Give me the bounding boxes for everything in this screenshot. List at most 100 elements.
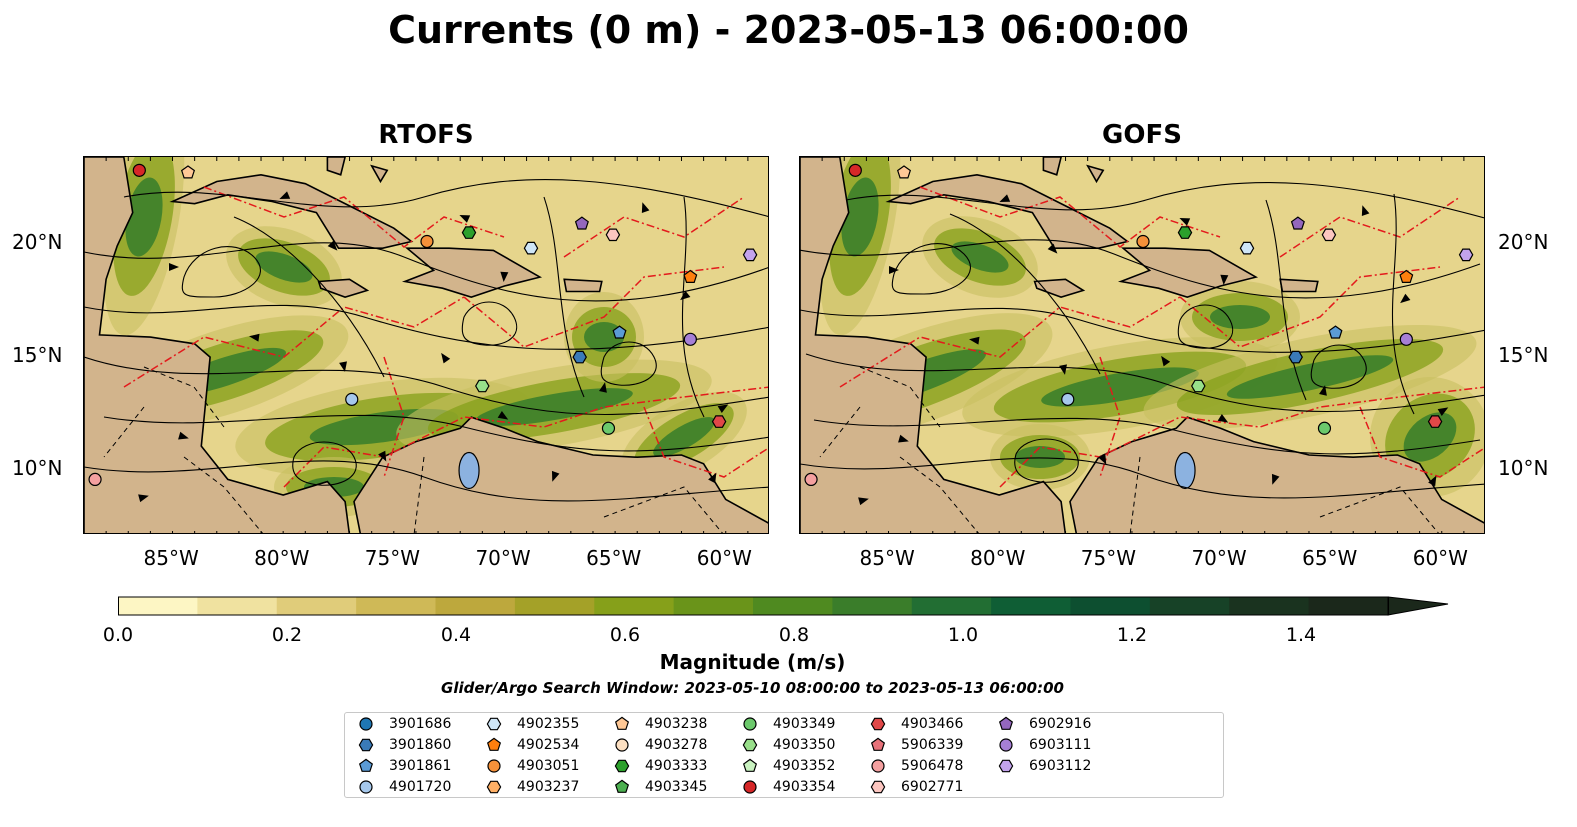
lon-tick-gofs: 80°W xyxy=(970,546,1026,570)
float-marker-5906478 xyxy=(88,472,102,487)
legend-marker-4903238 xyxy=(614,716,630,730)
flow-arrow xyxy=(249,333,260,342)
legend-item: 4901720 xyxy=(357,778,451,796)
colorbar-tick: 0.4 xyxy=(440,624,472,646)
float-marker-4903238 xyxy=(180,165,196,179)
legend-marker-icon xyxy=(742,738,758,752)
colorbar-tick: 1.0 xyxy=(947,624,979,646)
legend-marker-icon xyxy=(615,738,629,752)
legend-marker-icon xyxy=(870,717,886,731)
legend-label: 6903111 xyxy=(1029,737,1092,753)
legend-item: 3901860 xyxy=(357,736,451,754)
streamline xyxy=(845,182,1484,219)
float-marker-4902355 xyxy=(523,241,539,255)
legend-item: 6902916 xyxy=(997,715,1091,733)
map-rtofs xyxy=(83,156,769,534)
float-markers xyxy=(88,163,758,487)
legend-item: 4903350 xyxy=(741,736,835,754)
streamline xyxy=(292,441,357,486)
streamline xyxy=(813,417,1481,455)
legend-marker-icon xyxy=(999,738,1013,752)
flow-arrow xyxy=(500,271,509,282)
colorbar-segment xyxy=(991,597,1071,615)
legend-marker-4903352 xyxy=(742,758,758,772)
legend-label: 4903345 xyxy=(645,779,708,795)
float-marker-4902534 xyxy=(1399,269,1414,284)
legend-marker-icon xyxy=(486,780,502,794)
legend-label: 3901686 xyxy=(389,716,452,732)
legend-item: 4903278 xyxy=(613,736,707,754)
legend-item: 4903237 xyxy=(485,778,579,796)
legend-label: 4903278 xyxy=(645,737,708,753)
flow-arrow xyxy=(169,263,179,271)
legend-item: 4903354 xyxy=(741,778,835,796)
map-frame-ticks xyxy=(800,157,1465,533)
legend-marker-4901720 xyxy=(359,780,373,794)
float-marker-6902916 xyxy=(574,216,589,230)
legend-label: 6903112 xyxy=(1029,758,1092,774)
flow-arrow xyxy=(680,290,691,301)
streamline xyxy=(800,307,1484,353)
legend-marker-icon xyxy=(998,759,1014,773)
float-marker-4903466 xyxy=(711,415,727,428)
float-marker-4903333 xyxy=(1177,226,1193,239)
legend-label: 5906339 xyxy=(901,737,964,753)
flow-arrow xyxy=(969,336,980,345)
legend-marker-icon xyxy=(743,780,757,794)
legend-marker-3901860 xyxy=(358,738,374,752)
legend-marker-icon xyxy=(742,758,758,772)
legend-label: 4901720 xyxy=(389,779,452,795)
float-marker-4903333 xyxy=(461,226,477,239)
lon-tick-rtofs: 65°W xyxy=(586,546,642,570)
legend-item: 4902534 xyxy=(485,736,579,754)
legend-label: 5906478 xyxy=(901,758,964,774)
legend-marker-4903350 xyxy=(742,738,758,752)
flow-arrow xyxy=(1220,274,1229,285)
flow-arrow xyxy=(1179,217,1191,226)
streamline xyxy=(1310,344,1367,389)
colorbar-segment xyxy=(832,597,913,615)
legend-marker-4903333 xyxy=(614,759,630,773)
lon-tick-rtofs: 85°W xyxy=(143,546,199,570)
flow-arrow xyxy=(1047,243,1058,254)
legend-marker-4903349 xyxy=(743,717,757,731)
colorbar-segment xyxy=(673,597,754,615)
panel-title-rtofs: RTOFS xyxy=(378,120,474,150)
flow-arrow xyxy=(889,266,899,274)
streamline xyxy=(1014,438,1079,483)
float-marker-5906478 xyxy=(804,472,818,487)
flow-arrow xyxy=(551,470,560,482)
legend-item: 4903466 xyxy=(869,715,963,733)
legend-marker-icon xyxy=(487,759,501,773)
flow-arrow xyxy=(599,382,607,393)
flow-arrow xyxy=(708,472,717,484)
legend-marker-icon xyxy=(870,737,886,751)
float-marker-3901860 xyxy=(572,350,587,364)
lon-tick-gofs: 85°W xyxy=(859,546,915,570)
flow-arrow xyxy=(858,497,869,506)
streamline xyxy=(181,246,261,298)
flow-arrow xyxy=(717,404,729,414)
country-borders xyxy=(819,366,1439,533)
legend-marker-4903237 xyxy=(486,780,502,794)
flow-arrow xyxy=(378,450,387,462)
colorbar-segment xyxy=(118,597,198,615)
legend-item: 6902771 xyxy=(869,778,963,796)
flow-arrow xyxy=(1437,407,1449,417)
colorbar-segment xyxy=(514,597,595,615)
flow-arrow xyxy=(1319,385,1327,396)
flow-arrow xyxy=(641,202,650,214)
float-marker-3901860 xyxy=(1288,350,1303,364)
float-marker-4902355 xyxy=(1239,241,1255,255)
legend-label: 4903238 xyxy=(645,716,708,732)
colorbar-extend-arrow xyxy=(1387,596,1449,616)
streamline xyxy=(949,213,1101,375)
legend-label: 4903237 xyxy=(517,779,580,795)
legend-marker-4903354 xyxy=(743,780,757,794)
search-window-text: Glider/Argo Search Window: 2023-05-10 08… xyxy=(441,679,1064,697)
flow-arrow xyxy=(178,431,189,440)
lake xyxy=(458,451,480,490)
float-marker-4903354 xyxy=(132,163,146,177)
float-marker-4903466 xyxy=(1427,415,1443,428)
colorbar-segment xyxy=(276,597,357,615)
